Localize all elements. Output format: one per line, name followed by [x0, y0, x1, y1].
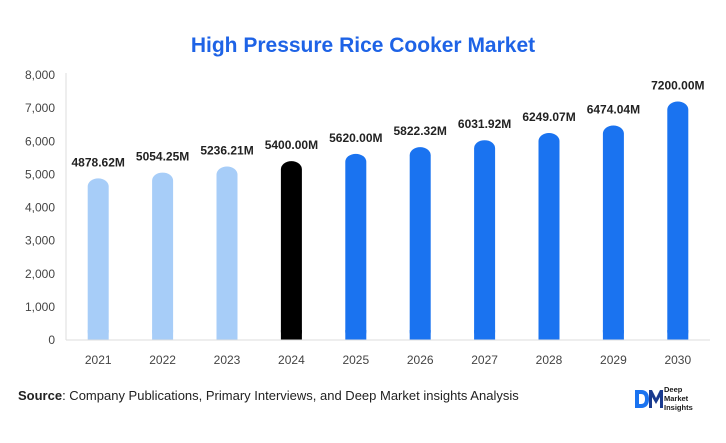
bar-base	[602, 330, 624, 340]
bar	[216, 166, 238, 340]
data-label: 6249.07M	[522, 110, 575, 124]
x-tick-label: 2025	[342, 353, 369, 367]
data-label: 7200.00M	[651, 79, 704, 93]
data-label: 5822.32M	[394, 124, 447, 138]
brand-logo: Deep Market Insights	[633, 385, 713, 415]
x-tick-label: 2027	[471, 353, 498, 367]
bar	[667, 101, 689, 340]
bar-base	[409, 330, 431, 340]
data-label: 6474.04M	[587, 103, 640, 117]
y-tick-label: 2,000	[25, 267, 55, 281]
chart-title: High Pressure Rice Cooker Market	[190, 34, 536, 57]
bar-base	[280, 330, 302, 340]
bars	[87, 101, 689, 340]
bar	[602, 125, 624, 340]
y-axis: 0 1,000 2,000 3,000 4,000 5,000 6,000 7,000 8,00…	[25, 68, 67, 347]
source-text: : Company Publications, Primary Intervie…	[62, 388, 519, 403]
bar-base	[474, 330, 496, 340]
x-tick-label: 2022	[149, 353, 176, 367]
x-tick-label: 2030	[664, 353, 691, 367]
y-tick-label: 6,000	[25, 134, 55, 148]
bar	[152, 172, 174, 340]
logo-line-1: Deep	[664, 385, 683, 394]
bar-base	[667, 330, 689, 340]
bar	[345, 153, 367, 340]
data-label: 5400.00M	[265, 138, 318, 152]
bar	[538, 132, 560, 340]
data-label: 5236.21M	[200, 144, 253, 158]
x-tick-label: 2026	[407, 353, 434, 367]
bar	[474, 140, 496, 340]
x-tick-label: 2024	[278, 353, 305, 367]
data-label: 6031.92M	[458, 117, 511, 131]
bar-base	[152, 330, 174, 340]
logo-line-2: Market	[664, 394, 689, 403]
bar-base	[87, 330, 109, 340]
x-tick-label: 2028	[536, 353, 563, 367]
y-tick-label: 8,000	[25, 68, 55, 82]
logo-line-3: Insights	[664, 403, 693, 412]
data-label: 5054.25M	[136, 150, 189, 164]
y-tick-label: 1,000	[25, 300, 55, 314]
y-tick-label: 4,000	[25, 201, 55, 215]
y-tick-label: 7,000	[25, 101, 55, 115]
data-labels: 4878.62M 5054.25M 5236.21M 5400.00M 5620.00M…	[72, 79, 705, 170]
bar-base	[216, 330, 238, 340]
x-tick-label: 2021	[85, 353, 112, 367]
source-label: Source	[18, 388, 63, 403]
data-label: 5620.00M	[329, 131, 382, 145]
source-note: Source: Company Publications, Primary In…	[18, 388, 519, 403]
bar	[409, 147, 431, 340]
x-tick-label: 2023	[214, 353, 241, 367]
data-label: 4878.62M	[72, 155, 125, 169]
logo-text: Deep Market Insights	[664, 385, 693, 412]
x-tick-label: 2029	[600, 353, 627, 367]
bar	[280, 161, 302, 340]
y-tick-label: 3,000	[25, 234, 55, 248]
y-tick-label: 5,000	[25, 167, 55, 181]
y-tick-label: 0	[48, 333, 55, 347]
x-axis: 2021 2022 2023 2024 2025 2026 2027 2028 2029 2030	[66, 339, 710, 367]
bar	[87, 178, 109, 340]
bar-base	[345, 330, 367, 340]
dm-logo-icon	[635, 390, 663, 408]
bar-base	[538, 330, 560, 340]
